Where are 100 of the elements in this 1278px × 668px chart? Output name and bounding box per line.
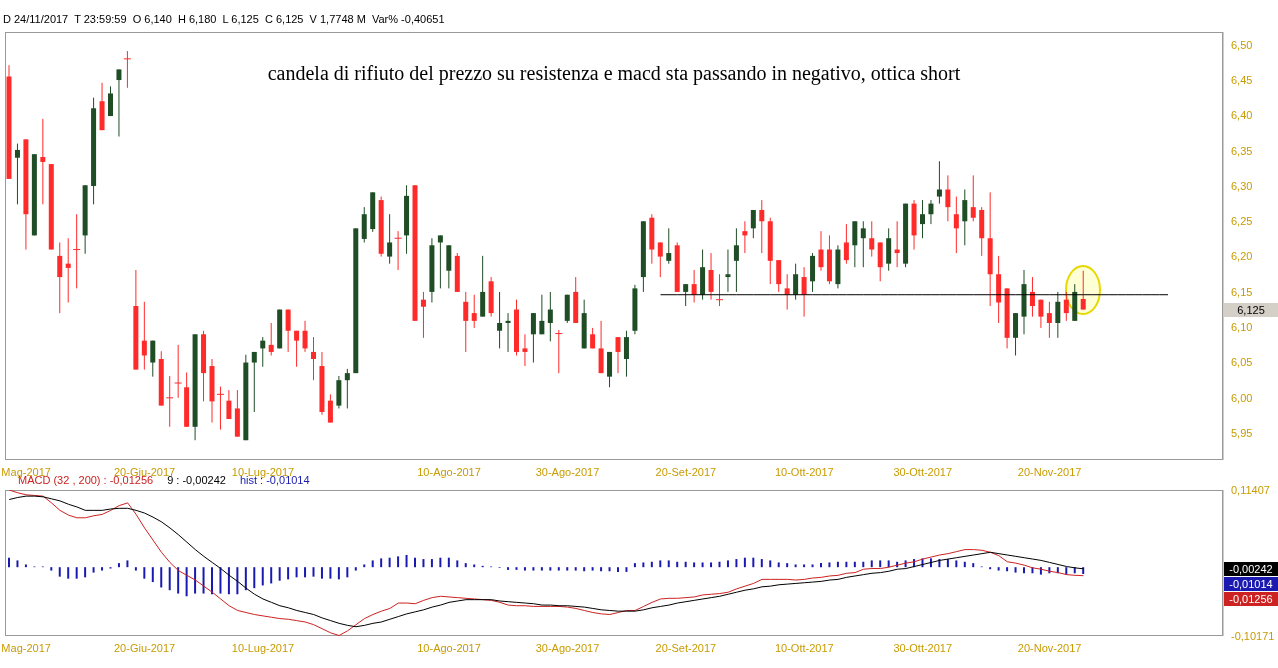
bar xyxy=(211,567,213,595)
bar xyxy=(456,560,459,568)
bar xyxy=(50,567,53,571)
bar xyxy=(1014,567,1017,573)
candlestick xyxy=(505,312,511,353)
x-tick-label: 30-Ago-2017 xyxy=(535,641,600,654)
bar xyxy=(693,562,696,568)
bar xyxy=(972,563,975,568)
x-tick-label: 10-Ott-2017 xyxy=(774,641,834,654)
y-tick-label: 6,10 xyxy=(1231,321,1253,334)
bar xyxy=(363,564,366,568)
bar xyxy=(566,567,569,571)
bar xyxy=(811,564,814,568)
candlestick xyxy=(683,283,689,307)
candlestick xyxy=(463,291,469,353)
candlestick xyxy=(285,309,291,353)
y-tick-label: -0,10171 xyxy=(1231,629,1275,642)
candlestick xyxy=(733,227,739,293)
bar xyxy=(422,559,425,568)
x-tick-label: 30-Ott-2017 xyxy=(893,465,953,478)
bar xyxy=(185,567,188,597)
bar xyxy=(642,562,645,568)
candlestick xyxy=(691,269,697,303)
candlestick xyxy=(1080,270,1086,311)
bar xyxy=(278,567,281,581)
x-tick-label: 10-Ago-2017 xyxy=(417,641,481,654)
candlestick xyxy=(522,333,528,367)
candlestick xyxy=(547,291,553,342)
candlestick xyxy=(387,213,393,265)
bar xyxy=(295,567,298,578)
candlestick xyxy=(708,252,714,301)
bar xyxy=(430,559,433,568)
bar xyxy=(202,567,205,594)
bar xyxy=(177,567,180,594)
bar xyxy=(523,567,526,571)
bar xyxy=(760,559,763,568)
bar xyxy=(405,555,408,568)
bar xyxy=(870,560,873,568)
y-tick-label: 6,45 xyxy=(1231,73,1253,86)
text: -0,00242 xyxy=(1229,562,1273,575)
bar xyxy=(151,567,154,583)
candlestick xyxy=(936,160,942,205)
bar xyxy=(684,561,687,568)
bar xyxy=(507,567,510,570)
bar xyxy=(845,561,848,568)
candlestick xyxy=(116,68,122,138)
candlestick xyxy=(344,368,350,409)
bar xyxy=(261,567,264,586)
x-tick-label: 10-Lug-2017 xyxy=(231,641,295,654)
bar xyxy=(650,561,653,568)
bar xyxy=(743,557,746,568)
y-tick-label: 6,00 xyxy=(1231,391,1253,404)
candlestick xyxy=(928,199,934,225)
bar xyxy=(515,567,518,570)
bar xyxy=(667,560,670,568)
bar xyxy=(1082,567,1085,575)
bar xyxy=(134,567,137,571)
candlestick xyxy=(40,118,46,205)
bar xyxy=(473,564,476,568)
bar xyxy=(447,557,450,568)
x-tick-label: 10-Ago-2017 xyxy=(417,465,481,478)
bar xyxy=(117,563,120,568)
bar xyxy=(718,561,721,568)
candlestick xyxy=(539,294,545,335)
bar xyxy=(244,567,247,591)
candlestick xyxy=(801,266,807,318)
text: 6,125 xyxy=(1237,303,1265,316)
x-tick-label: 20-Nov-2017 xyxy=(1017,641,1082,654)
candlestick xyxy=(725,249,731,293)
bar xyxy=(346,567,349,578)
bar xyxy=(16,560,19,568)
y-tick-label: 6,15 xyxy=(1231,285,1253,298)
bar xyxy=(853,561,856,568)
candlestick xyxy=(141,301,147,371)
bar xyxy=(591,567,594,571)
bar xyxy=(963,561,966,568)
bar xyxy=(540,567,543,571)
candlestick xyxy=(860,220,866,268)
candlestick xyxy=(471,294,477,329)
candlestick xyxy=(268,322,274,356)
bar xyxy=(997,567,1000,571)
bar xyxy=(236,567,239,595)
candlestick xyxy=(793,263,799,301)
bar xyxy=(532,567,535,571)
candlestick xyxy=(294,330,300,368)
candlestick xyxy=(302,320,308,353)
candlestick xyxy=(742,220,748,254)
bar xyxy=(101,567,104,571)
candlestick xyxy=(657,241,663,278)
bar xyxy=(625,567,628,572)
candlestick xyxy=(311,336,316,381)
bar xyxy=(371,560,374,568)
text: -0,01014 xyxy=(1229,577,1273,590)
bar xyxy=(194,567,197,594)
bar xyxy=(168,567,171,591)
x-tick-label: 10-Ott-2017 xyxy=(774,465,834,478)
bar xyxy=(786,563,789,568)
candlestick xyxy=(14,143,20,205)
bar xyxy=(464,563,467,568)
bar xyxy=(887,560,890,568)
